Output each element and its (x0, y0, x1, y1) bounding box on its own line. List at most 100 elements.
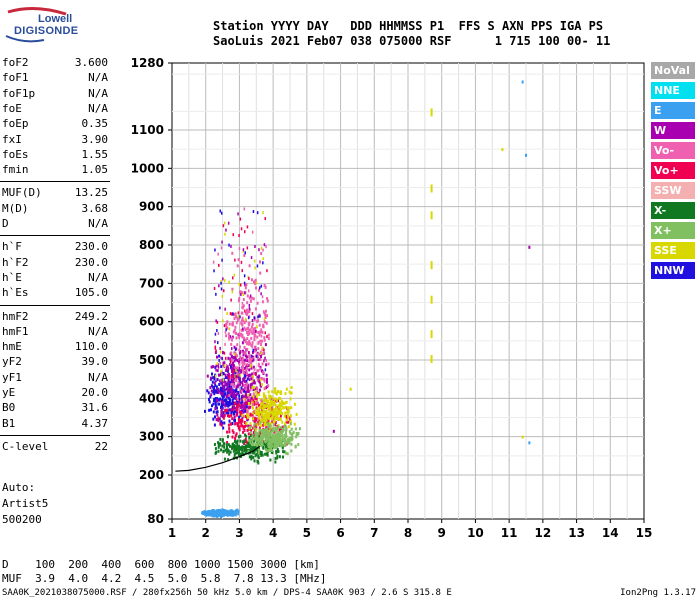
echo-pixel (215, 410, 218, 414)
echo-pixel (250, 256, 253, 260)
echo-pixel (243, 405, 246, 409)
y-tick-label: 1000 (131, 161, 164, 175)
param-row: h`E N/A (0, 270, 168, 286)
echo-pixel (268, 417, 271, 421)
echo-pixel (260, 451, 263, 454)
echo-pixel (235, 331, 238, 335)
echo-pixel (249, 328, 252, 332)
echo-pixel (245, 387, 248, 391)
echo-pixel (253, 316, 255, 320)
param-name: MUF(D) (2, 186, 42, 200)
echo-pixel (251, 451, 254, 455)
echo-pixel (243, 374, 246, 378)
echo-pixel (233, 456, 236, 460)
echo-pixel (234, 509, 237, 513)
echo-pixel (260, 252, 263, 255)
echo-pixel (249, 362, 252, 366)
echo-pixel (239, 357, 242, 361)
echo-pixel (217, 390, 220, 394)
echo-pixel (236, 343, 239, 347)
echo-pixel (274, 423, 277, 427)
legend-item-sse: SSE (651, 242, 695, 259)
echo-pixel (228, 427, 231, 431)
echo-pixel (225, 323, 228, 326)
echo-pixel (210, 408, 212, 412)
echo-pixel (252, 350, 254, 354)
echo-pixel (215, 418, 218, 422)
param-name: h`F (2, 240, 22, 254)
echo-pixel (237, 424, 240, 427)
echo-pixel (235, 379, 238, 383)
echo-pixel (257, 434, 260, 438)
echo-pixel (273, 440, 276, 443)
echo-pixel (282, 429, 284, 433)
echo-pixel (231, 389, 233, 393)
echo-pixel (236, 421, 239, 425)
echo-pixel (212, 402, 215, 406)
echo-pixel (261, 411, 264, 415)
echo-pixel (229, 312, 232, 316)
echo-pixel (288, 406, 291, 410)
echo-pixel (228, 243, 230, 247)
echo-pixel (238, 397, 240, 401)
echo-pixel (272, 412, 275, 416)
echo-pixel (224, 380, 227, 384)
echo-pixel (244, 379, 246, 383)
echo-pixel (215, 368, 217, 372)
echo-pixel (276, 427, 279, 431)
echo-pixel (252, 426, 255, 430)
x-tick-label: 3 (235, 526, 243, 540)
echo-pixel (227, 382, 229, 386)
echo-pixel (238, 362, 241, 366)
footer-version: Ion2Png 1.3.17 (620, 588, 696, 598)
echo-pixel (221, 392, 224, 396)
echo-pixel (228, 335, 230, 339)
isolated-echo (521, 435, 524, 439)
distance-row: D 100 200 400 600 800 1000 1500 3000 [km… (2, 558, 320, 571)
echo-pixel (264, 331, 266, 335)
echo-pixel (218, 263, 220, 267)
echo-pixel (263, 311, 266, 315)
echo-pixel (243, 321, 246, 325)
echo-pixel (259, 403, 262, 407)
legend-item-vo-: Vo- (651, 142, 695, 159)
echo-pixel (217, 514, 220, 518)
echo-pixel (287, 441, 290, 445)
echo-pixel (225, 512, 228, 516)
echo-pixel (234, 312, 237, 316)
echo-pixel (266, 314, 269, 318)
echo-pixel (255, 286, 257, 290)
echo-pixel (241, 291, 244, 295)
param-row: foF2 3.600 (0, 55, 168, 71)
echo-pixel (230, 354, 233, 358)
echo-pixel (296, 433, 299, 436)
echo-pixel (240, 386, 243, 390)
echo-pixel (228, 384, 231, 387)
echo-pixel (242, 368, 245, 372)
echo-pixel (245, 384, 248, 388)
echo-pixel (243, 253, 246, 257)
echo-pixel (259, 405, 262, 409)
echo-pixel (256, 412, 259, 416)
echo-pixel (220, 388, 223, 391)
echo-pixel (240, 411, 242, 414)
echo-pixel (217, 341, 219, 345)
echo-pixel (215, 385, 218, 389)
echo-pixel (276, 454, 279, 458)
echo-pixel (255, 394, 258, 398)
echo-pixel (233, 415, 236, 419)
echo-pixel (260, 376, 263, 380)
echo-pixel (258, 432, 261, 436)
echo-pixel (251, 296, 254, 300)
echo-pixel (212, 260, 215, 264)
echo-pixel (216, 413, 219, 417)
echo-pixel (244, 438, 247, 441)
echo-pixel (236, 373, 239, 377)
echo-pixel (232, 431, 235, 435)
echo-pixel (253, 379, 256, 383)
echo-pixel (213, 399, 215, 403)
echo-pixel (253, 459, 256, 463)
param-value: N/A (88, 101, 108, 115)
echo-pixel (231, 290, 234, 294)
echo-pixel (227, 423, 230, 427)
